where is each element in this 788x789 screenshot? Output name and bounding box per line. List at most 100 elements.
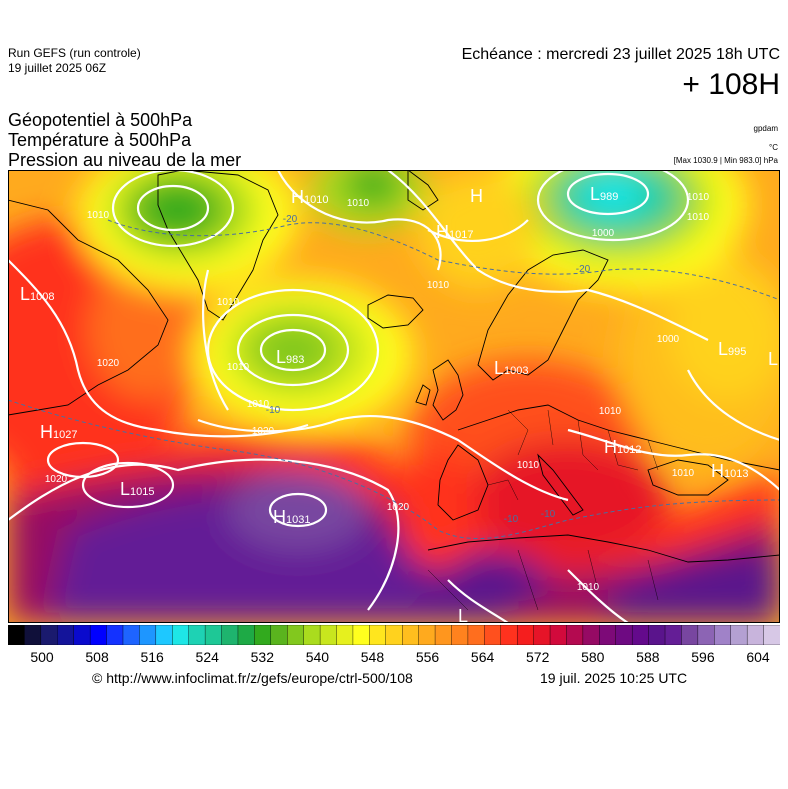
color-swatch [139, 625, 157, 645]
color-swatch [533, 625, 551, 645]
issued-time: 19 juil. 2025 10:25 UTC [540, 670, 688, 686]
black-sea-coast [647, 459, 729, 496]
color-swatch [451, 625, 469, 645]
pressure-center: H1031 [273, 507, 310, 527]
color-swatch [599, 625, 617, 645]
isobar-label: 1000 [592, 228, 615, 239]
color-swatch [287, 625, 305, 645]
color-scale [8, 625, 780, 645]
scale-label: 508 [85, 649, 109, 665]
color-swatch [57, 625, 75, 645]
color-swatch [484, 625, 502, 645]
weather-map: 1010 1010 1000 1010 1010 1010 1020 1020 … [8, 170, 780, 623]
isobar-label: 1010 [517, 460, 540, 471]
color-swatch [631, 625, 650, 645]
geopotential-field [8, 170, 780, 623]
color-swatch [681, 625, 699, 645]
unit-geopotential: gpdam [753, 124, 778, 133]
valid-time: Echéance : mercredi 23 juillet 2025 18h … [461, 46, 780, 63]
scale-label: 500 [30, 649, 54, 665]
color-swatch [155, 625, 173, 645]
isobar-label: 1010 [687, 192, 710, 203]
color-swatch [122, 625, 141, 645]
pressure-center: H1013 [711, 461, 748, 481]
isobar-label: 1010 [87, 210, 110, 221]
coastlines [8, 170, 780, 563]
isotherm-label: -10 [504, 514, 519, 525]
british-isles-coast [415, 359, 464, 421]
iceland-coast [367, 294, 424, 329]
color-swatch [730, 625, 748, 645]
source-credit[interactable]: © http://www.infoclimat.fr/z/gefs/europe… [92, 670, 413, 686]
unit-pressure-range: [Max 1030.9 | Min 983.0] hPa [673, 156, 778, 165]
color-swatch [434, 625, 453, 645]
scale-label: 572 [526, 649, 550, 665]
color-scale-labels: 500 508 516 524 532 540 548 556 564 572 580 588 596 6… [8, 649, 780, 669]
isotherm-label: -10 [541, 509, 556, 520]
color-swatch [106, 625, 124, 645]
isobar-label: 1010 [247, 399, 270, 410]
scale-label: 532 [250, 649, 274, 665]
color-swatch [73, 625, 91, 645]
isobar-label: 1010 [427, 280, 450, 291]
isobar-label: 1010 [577, 582, 600, 593]
color-swatch [467, 625, 486, 645]
svalbard-coast [407, 170, 439, 211]
italy-coast [537, 453, 584, 516]
color-swatch [8, 625, 26, 645]
pressure-center: L1008 [20, 284, 55, 304]
isobars [8, 170, 780, 623]
color-swatch [664, 625, 683, 645]
borders [427, 409, 659, 611]
pressure-center: H [470, 186, 483, 206]
pressure-center: H1012 [604, 437, 641, 457]
color-swatch [402, 625, 420, 645]
isobar-label: 1020 [387, 502, 410, 513]
pressure-center: L983 [276, 347, 304, 367]
color-swatch [549, 625, 568, 645]
color-swatch [582, 625, 601, 645]
scale-label: 524 [195, 649, 219, 665]
isobar-label: 1010 [227, 362, 250, 373]
scale-label: 596 [691, 649, 715, 665]
greenland-coast [157, 170, 279, 321]
color-swatch [336, 625, 354, 645]
pressure-center: H1027 [40, 422, 77, 442]
color-swatch [221, 625, 239, 645]
color-swatch [566, 625, 584, 645]
isobar-label: 1020 [97, 358, 120, 369]
color-swatch [352, 625, 371, 645]
parameter-geopotential: Géopotentiel à 500hPa [8, 110, 193, 130]
color-swatch [204, 625, 223, 645]
color-swatch [89, 625, 108, 645]
isotherms [8, 219, 780, 540]
parameter-temperature: Température à 500hPa [8, 130, 192, 150]
pressure-center: L995 [718, 339, 746, 359]
color-swatch [763, 625, 780, 645]
color-swatch [385, 625, 403, 645]
scale-label: 540 [305, 649, 330, 665]
pressure-centers: H1010 H H1017 L989 L1008 L983 L1003 L995… [20, 184, 778, 623]
color-swatch [172, 625, 190, 645]
lead-time: + 108H [682, 68, 780, 101]
color-swatch [237, 625, 256, 645]
isobar-label: 1000 [657, 334, 680, 345]
color-swatch [369, 625, 387, 645]
color-swatch [516, 625, 535, 645]
scale-label: 556 [415, 649, 440, 665]
isobar-label: 1010 [347, 198, 370, 209]
color-swatch [24, 625, 42, 645]
color-swatch [648, 625, 666, 645]
isotherm-label: -20 [283, 214, 298, 225]
isobar-labels: 1010 1010 1000 1010 1010 1010 1020 1020 … [45, 192, 710, 593]
isobar-label: 1010 [217, 297, 240, 308]
isobar-label: 1020 [45, 474, 68, 485]
scale-label: 604 [746, 649, 770, 665]
north-africa-coast [427, 534, 780, 563]
unit-temperature: °C [769, 143, 778, 152]
scale-label: 588 [636, 649, 660, 665]
pressure-center: L1003 [494, 358, 529, 378]
color-swatch [303, 625, 321, 645]
pressure-center: L [768, 349, 778, 369]
pressure-center: L1015 [120, 479, 155, 499]
